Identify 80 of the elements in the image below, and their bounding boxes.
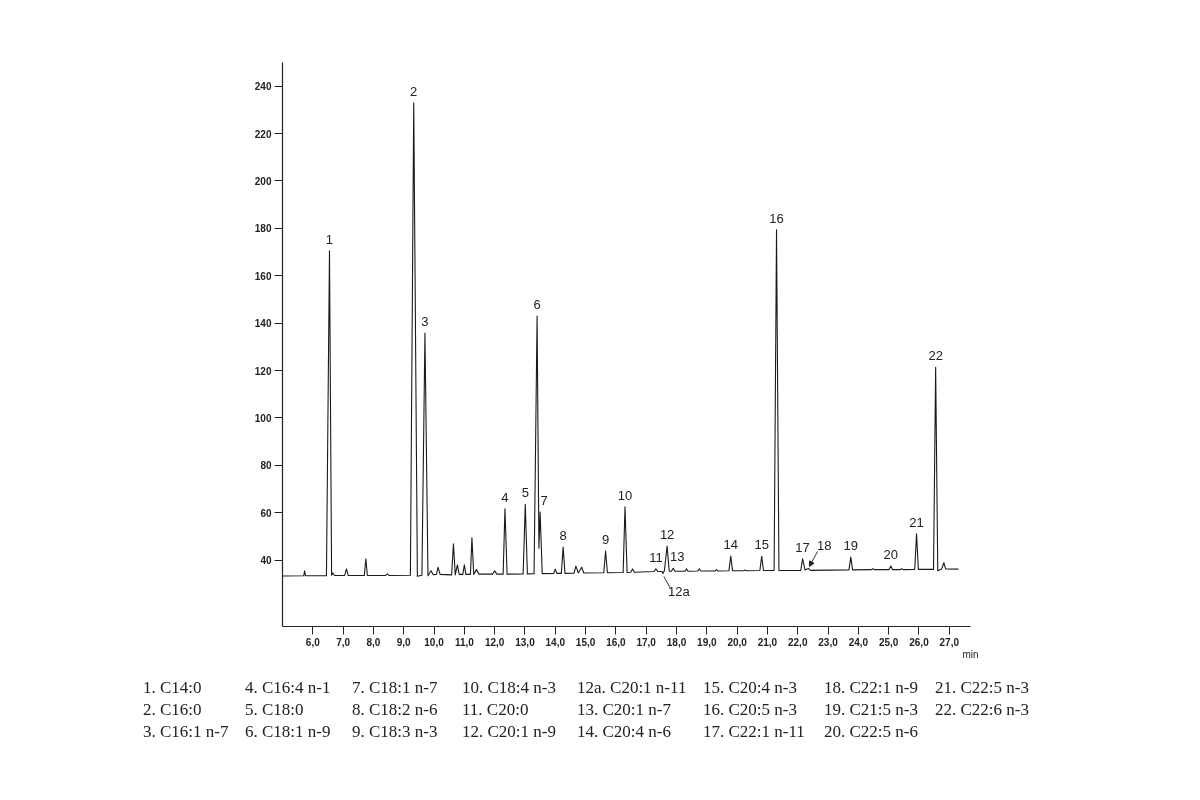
x-tick-label: 8,0	[366, 636, 381, 648]
annotation: 6	[533, 297, 541, 313]
annotation: 13	[669, 549, 685, 565]
annotation: 9	[601, 532, 610, 548]
annotation: 12	[659, 527, 675, 543]
annotation: 11	[649, 549, 663, 565]
annotation: 2	[410, 83, 418, 99]
annotation: 19	[843, 538, 859, 554]
annotation: 8	[559, 528, 567, 544]
x-tick-label: 15,0	[575, 636, 596, 648]
text: 13. C20:1 n-7	[577, 699, 672, 720]
x-tick-label: 24,0	[848, 636, 869, 648]
x-tick-label: 21,0	[757, 636, 778, 648]
y-tick-label: 200	[254, 175, 272, 187]
annotation: 21	[909, 514, 924, 530]
y-tick-label: 160	[254, 270, 272, 282]
x-tick-label: 16,0	[606, 636, 627, 648]
y-tick-label: 40	[260, 555, 272, 567]
text: 11. C20:0	[462, 699, 530, 720]
text: 21. C22:5 n-3	[935, 677, 1029, 698]
x-tick-label: 11,0	[454, 636, 475, 648]
x-tick-label: 19,0	[697, 636, 717, 648]
text: 5. C18:0	[245, 699, 305, 720]
x-tick-label: 20,0	[727, 636, 748, 648]
x-tick-label: 7,0	[336, 636, 351, 648]
text: 4. C16:4 n-1	[245, 677, 332, 698]
x-tick-label: 26,0	[909, 636, 930, 648]
annotation: 4	[501, 489, 509, 505]
annotation: 16	[769, 210, 784, 226]
text: 8. C18:2 n-6	[352, 699, 439, 720]
text: 22. C22:6 n-3	[935, 699, 1029, 720]
y-tick-label: 100	[254, 412, 272, 424]
text: 19. C21:5 n-3	[824, 699, 919, 720]
x-tick-label: 17,0	[636, 636, 657, 648]
text: 2. C16:0	[143, 699, 203, 720]
annotation: 18	[817, 538, 832, 554]
text: 16. C20:5 n-3	[703, 699, 798, 720]
x-axis-title: min	[962, 648, 979, 660]
x-tick-label: 6,0	[305, 636, 321, 648]
x-tick-label: 13,0	[515, 636, 536, 648]
annotation: 5	[521, 485, 529, 501]
text: 12a. C20:1 n-11	[577, 677, 688, 698]
text: 6. C18:1 n-9	[245, 721, 332, 742]
text: 20. C22:5 n-6	[824, 721, 919, 742]
text: 17. C22:1 n-11	[703, 721, 806, 742]
x-tick-label: 9,0	[396, 636, 412, 648]
annotation: 14	[723, 537, 738, 553]
y-tick-label: 120	[254, 365, 272, 377]
annotation: 20	[883, 547, 899, 563]
y-tick-label: 180	[254, 223, 272, 235]
text: 18. C22:1 n-9	[824, 677, 919, 698]
y-tick-label: 80	[260, 460, 272, 472]
x-tick-label: 10,0	[424, 636, 445, 648]
annotation: 15	[754, 537, 769, 553]
y-tick-label: 240	[254, 81, 272, 93]
text: 15. C20:4 n-3	[703, 677, 798, 698]
annotation: 1	[325, 231, 334, 247]
text: 10. C18:4 n-3	[462, 677, 557, 698]
text: 9. C18:3 n-3	[352, 721, 439, 742]
y-tick-label: 140	[254, 318, 272, 330]
x-tick-label: 27,0	[939, 636, 960, 648]
x-tick-label: 25,0	[878, 636, 899, 648]
x-tick-label: 18,0	[666, 636, 687, 648]
text: 7. C18:1 n-7	[352, 677, 439, 698]
text: 3. C16:1 n-7	[143, 721, 230, 742]
text: 14. C20:4 n-6	[577, 721, 672, 742]
annotation: 10	[617, 487, 633, 503]
x-tick-label: 14,0	[545, 636, 566, 648]
y-tick-label: 60	[260, 507, 272, 519]
x-tick-label: 12,0	[484, 636, 505, 648]
x-tick-label: 22,0	[788, 636, 808, 648]
text: 1. C14:0	[143, 677, 203, 698]
annotation: 7	[540, 493, 548, 509]
x-tick-label: 23,0	[818, 636, 839, 648]
y-tick-label: 220	[254, 128, 272, 140]
annotation: 12a	[668, 584, 691, 600]
text: 12. C20:1 n-9	[462, 721, 557, 742]
annotation: 3	[421, 314, 429, 330]
annotation: 17	[795, 539, 810, 555]
annotation: 22	[928, 348, 943, 364]
